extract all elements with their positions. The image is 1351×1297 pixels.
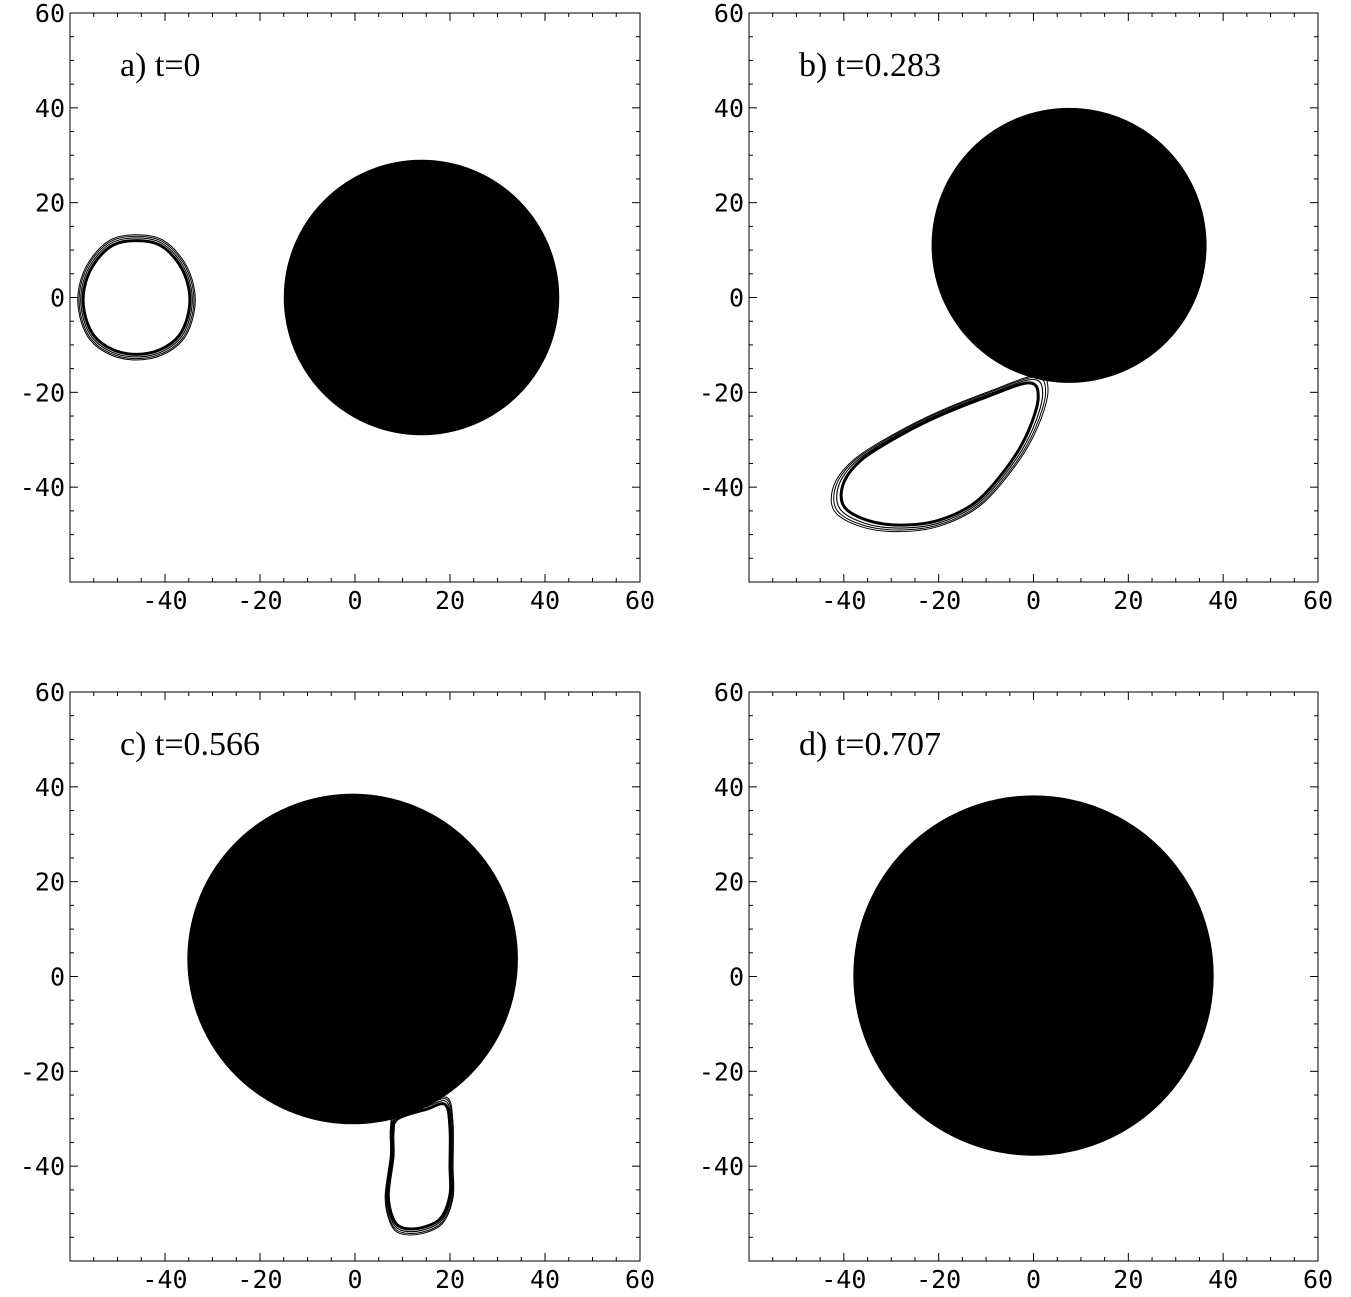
y-tick-label: 60 <box>35 678 65 707</box>
y-tick-label: 20 <box>714 868 744 897</box>
panel-b-major-ticks <box>749 12 1319 582</box>
x-tick-label: -40 <box>142 586 187 615</box>
contour-line <box>386 1100 453 1233</box>
panel-d-major-ticks <box>749 691 1319 1261</box>
y-tick-label: -20 <box>699 1057 744 1086</box>
panel-c-contour-tail <box>384 1096 455 1236</box>
panel-a-contour-ring <box>77 234 196 361</box>
panel-d: -40 -20 0 20 40 60 60 40 20 0 -20 -40 d) t=0.707 <box>699 678 1333 1294</box>
panel-c-label: c) t=0.566 <box>120 726 260 763</box>
x-tick-label: -20 <box>916 586 961 615</box>
x-tick-label: -40 <box>142 1265 187 1294</box>
contour-line <box>836 378 1044 529</box>
contour-line <box>839 381 1040 527</box>
x-tick-label: 40 <box>530 586 560 615</box>
contour-line <box>77 234 196 361</box>
x-tick-label: 0 <box>1026 1265 1041 1294</box>
y-tick-label: 0 <box>50 963 65 992</box>
x-tick-label: 20 <box>435 1265 465 1294</box>
y-tick-label: 40 <box>35 94 65 123</box>
x-tick-label: 40 <box>530 1265 560 1294</box>
x-tick-label: 40 <box>1208 586 1238 615</box>
x-tick-label: -20 <box>237 1265 282 1294</box>
x-tick-label: 0 <box>347 1265 362 1294</box>
panel-a-minor-ticks <box>70 13 640 582</box>
panel-a-label: a) t=0 <box>120 47 201 84</box>
x-tick-label: -20 <box>916 1265 961 1294</box>
panel-a-major-ticks <box>70 12 641 582</box>
y-tick-label: -20 <box>699 378 744 407</box>
panel-b-label: b) t=0.283 <box>799 47 941 84</box>
panel-c-major-ticks <box>70 691 641 1261</box>
y-tick-label: 0 <box>729 963 744 992</box>
y-tick-label: -20 <box>20 378 65 407</box>
contour-line <box>385 1098 454 1234</box>
y-tick-label: 20 <box>35 868 65 897</box>
x-tick-label: 60 <box>1303 586 1333 615</box>
panel-a: -40 -20 0 20 40 60 60 40 20 0 -20 -40 a) t=0 <box>20 0 655 615</box>
y-tick-label: 40 <box>714 94 744 123</box>
x-tick-label: 20 <box>435 586 465 615</box>
panel-c-filled-disk <box>187 793 518 1125</box>
panel-d-minor-ticks <box>749 692 1318 1261</box>
y-tick-label: 0 <box>729 284 744 313</box>
y-tick-label: 60 <box>35 0 65 28</box>
y-tick-label: -40 <box>699 473 744 502</box>
x-tick-label: 0 <box>1026 586 1041 615</box>
y-tick-label: 60 <box>714 678 744 707</box>
y-tick-label: -20 <box>20 1057 65 1086</box>
x-tick-label: -40 <box>821 586 866 615</box>
panel-c: -40 -20 0 20 40 60 60 40 20 0 -20 -40 c) t=0.566 <box>20 678 655 1294</box>
contour-line <box>830 374 1049 533</box>
x-tick-label: -40 <box>821 1265 866 1294</box>
x-tick-label: 60 <box>625 586 655 615</box>
y-tick-label: 60 <box>714 0 744 28</box>
contour-line <box>81 239 192 356</box>
contour-line <box>386 1102 453 1231</box>
y-tick-label: 20 <box>714 189 744 218</box>
x-tick-label: 0 <box>347 586 362 615</box>
panel-b: -40 -20 0 20 40 60 60 40 20 0 -20 -40 b) t=0.283 <box>699 0 1333 615</box>
contour-line <box>80 237 193 358</box>
y-tick-label: 40 <box>714 773 744 802</box>
x-tick-label: 20 <box>1113 1265 1143 1294</box>
y-tick-label: 40 <box>35 773 65 802</box>
contour-line <box>833 376 1047 531</box>
y-tick-label: -40 <box>20 473 65 502</box>
panel-c-minor-ticks <box>70 692 640 1261</box>
contour-line <box>78 235 195 360</box>
y-tick-label: 20 <box>35 189 65 218</box>
x-tick-label: 20 <box>1113 586 1143 615</box>
panel-b-minor-ticks <box>749 13 1318 582</box>
contour-line <box>384 1096 455 1236</box>
y-tick-label: -40 <box>699 1152 744 1181</box>
panel-a-filled-disk <box>283 159 560 436</box>
x-tick-label: -20 <box>237 586 282 615</box>
x-tick-label: 40 <box>1208 1265 1238 1294</box>
panel-b-filled-disk <box>931 107 1207 383</box>
panel-b-contour-tail <box>830 374 1049 533</box>
y-tick-label: 0 <box>50 284 65 313</box>
y-tick-label: -40 <box>20 1152 65 1181</box>
x-tick-label: 60 <box>1303 1265 1333 1294</box>
panel-d-label: d) t=0.707 <box>799 726 941 763</box>
x-tick-label: 60 <box>625 1265 655 1294</box>
panel-d-filled-disk <box>853 795 1214 1156</box>
